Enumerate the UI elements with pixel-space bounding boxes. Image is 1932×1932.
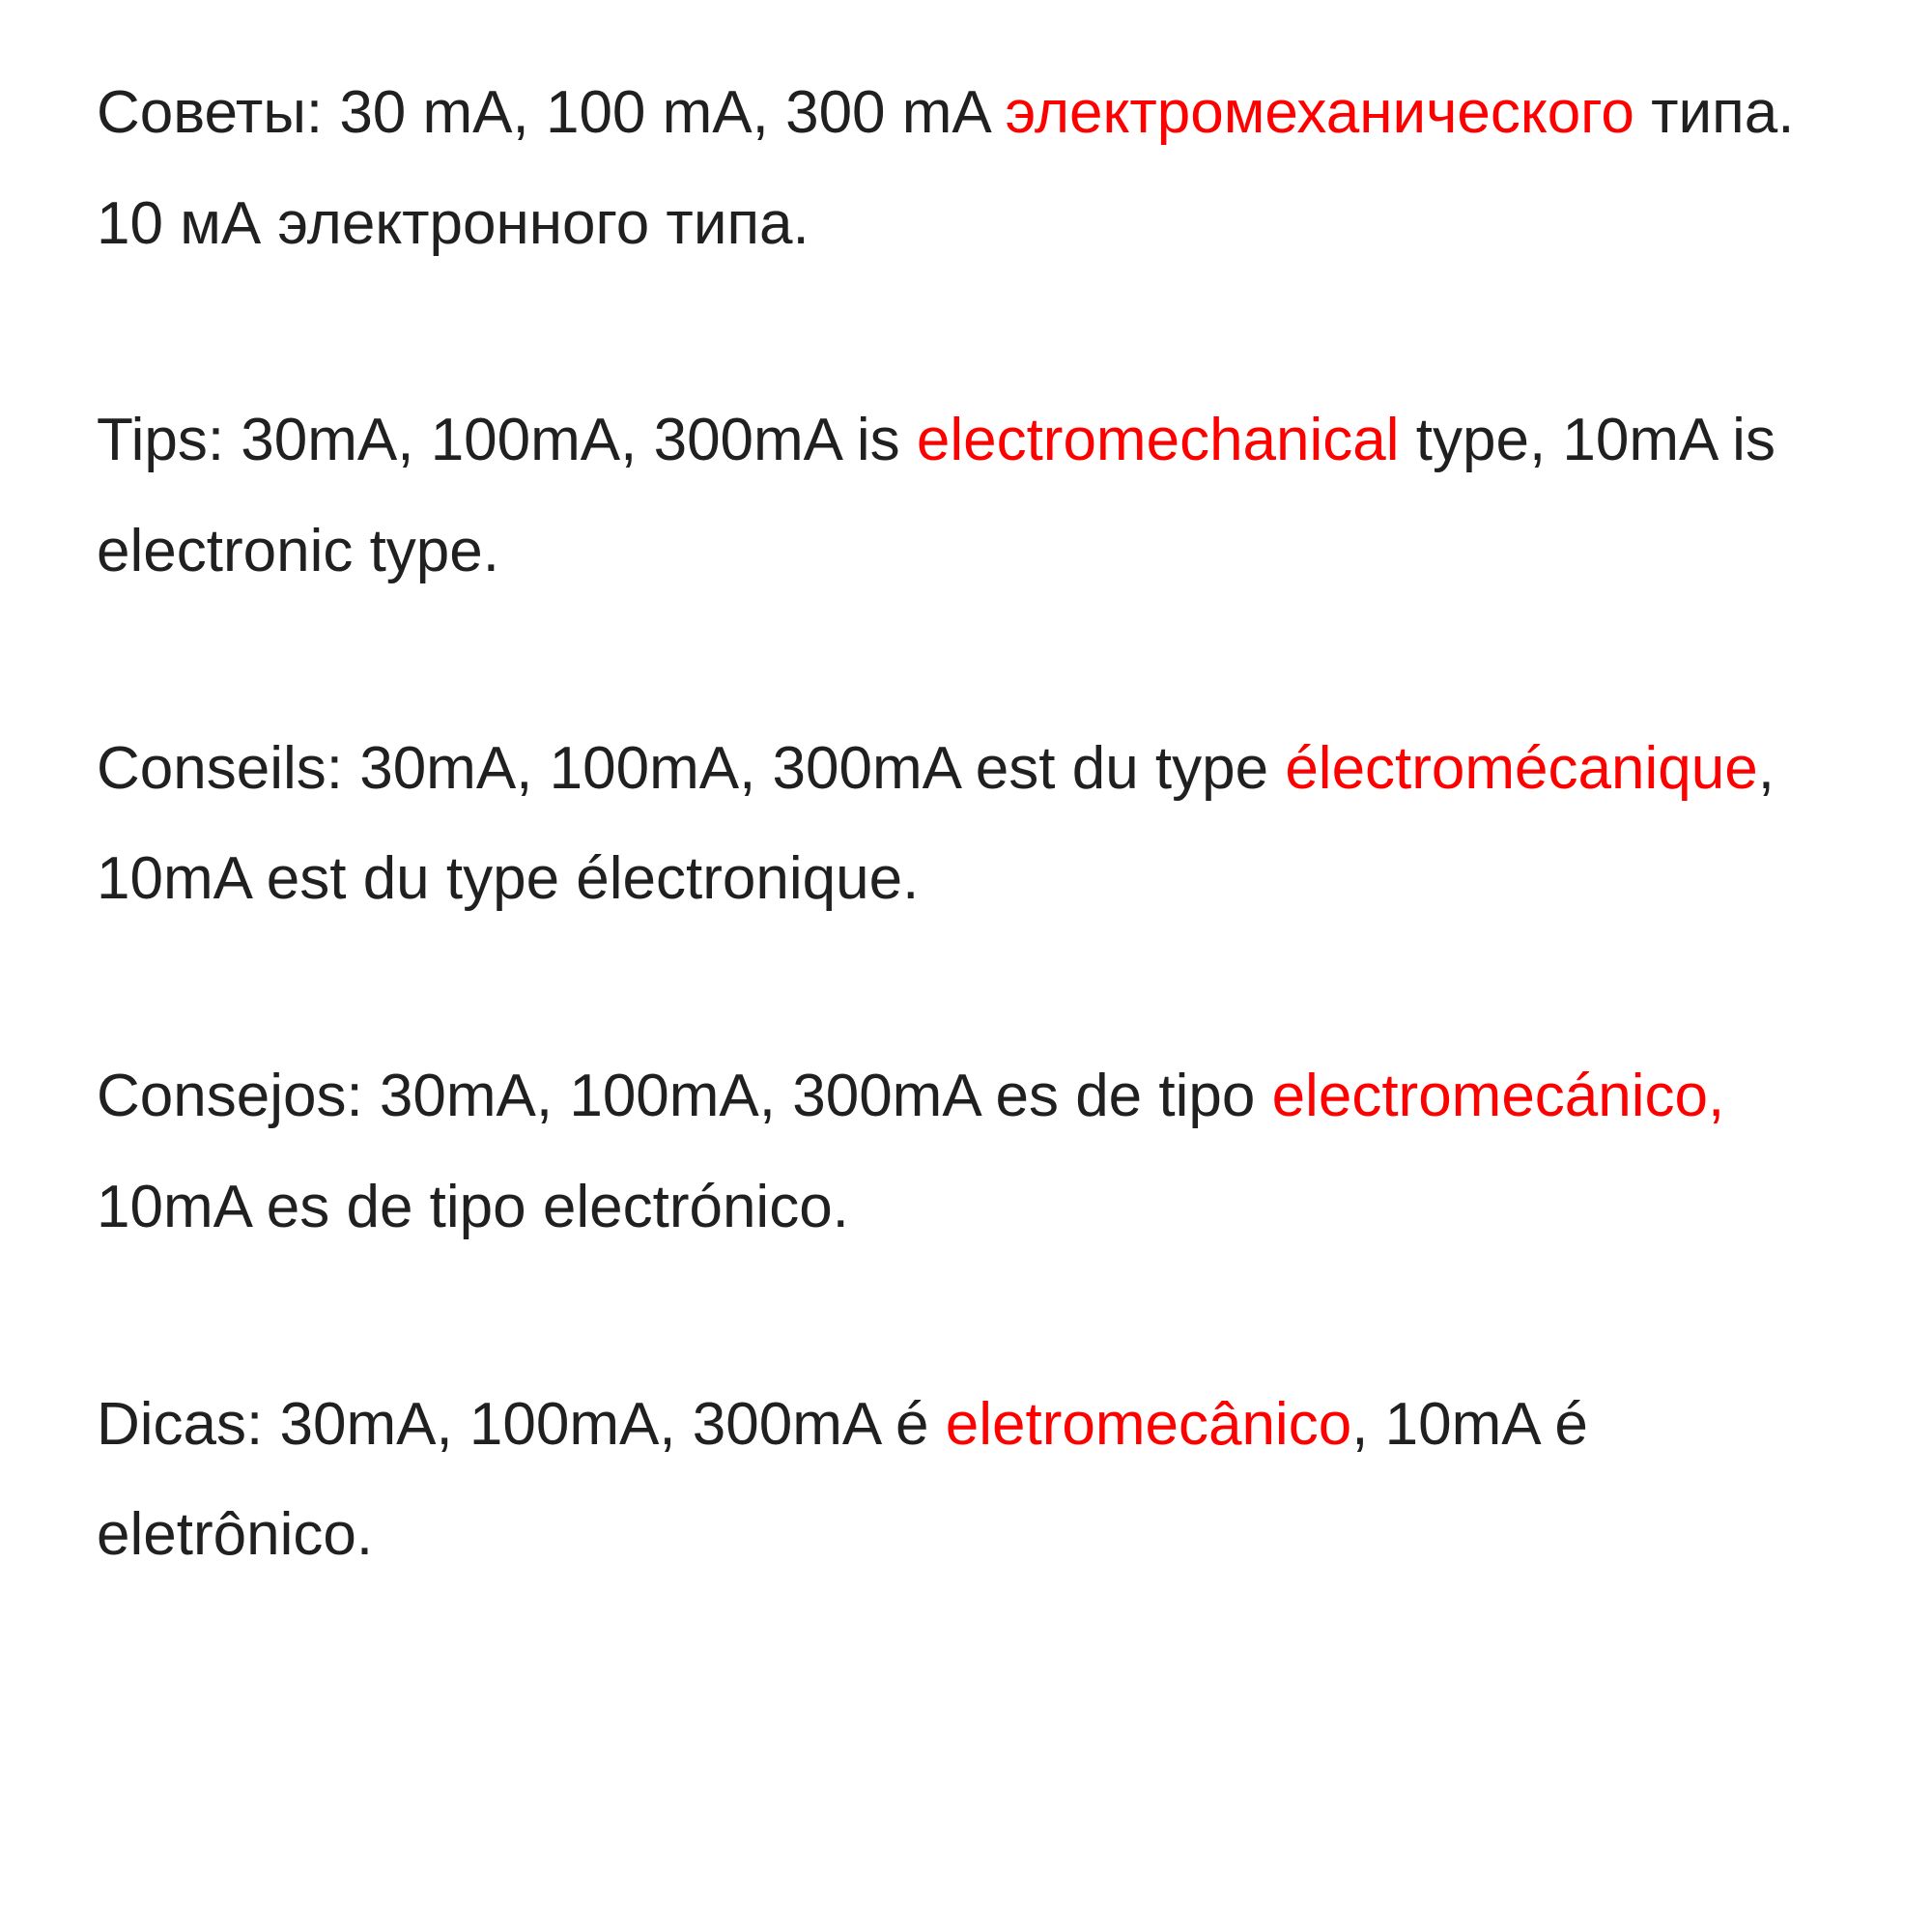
- text-suffix: 10mA es de tipo electrónico.: [97, 1174, 849, 1240]
- text-prefix: Dicas: 30mA, 100mA, 300mA é: [97, 1391, 946, 1458]
- text-prefix: Consejos: 30mA, 100mA, 300mA es de tipo: [97, 1063, 1272, 1129]
- paragraph-french: Conseils: 30mA, 100mA, 300mA est du type…: [97, 714, 1845, 935]
- paragraph-portuguese: Dicas: 30mA, 100mA, 300mA é eletromecâni…: [97, 1370, 1845, 1591]
- paragraph-english: Tips: 30mA, 100mA, 300mA is electromecha…: [97, 385, 1845, 607]
- text-highlight: электромеханического: [1006, 79, 1634, 146]
- text-highlight: electromechanical: [917, 407, 1400, 473]
- text-highlight: elec­tromecánico,: [1272, 1063, 1725, 1129]
- paragraph-spanish: Consejos: 30mA, 100mA, 300mA es de tipo …: [97, 1041, 1845, 1263]
- text-highlight: élec­tromécanique: [1285, 735, 1757, 802]
- text-highlight: eletromecânico: [946, 1391, 1351, 1458]
- text-prefix: Советы: 30 mA, 100 mA, 300 mA: [97, 79, 1006, 146]
- text-prefix: Tips: 30mA, 100mA, 300mA is: [97, 407, 917, 473]
- paragraph-russian: Советы: 30 mA, 100 mA, 300 mA электромех…: [97, 58, 1845, 279]
- text-prefix: Conseils: 30mA, 100mA, 300mA est du type: [97, 735, 1285, 802]
